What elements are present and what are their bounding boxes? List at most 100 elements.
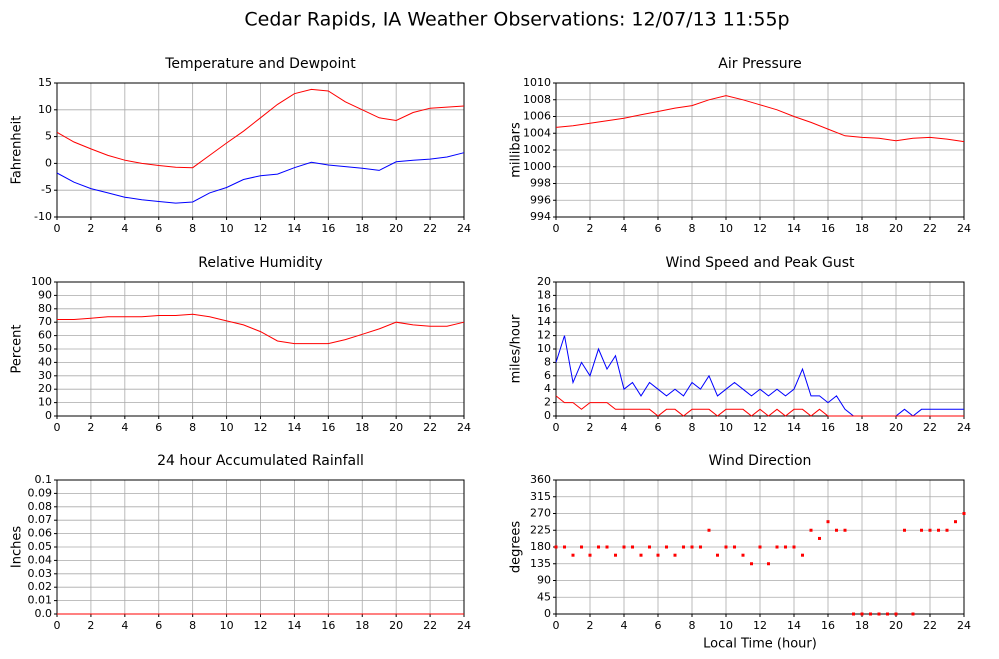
data-point: [631, 545, 634, 549]
y-tick-label: 20: [38, 382, 52, 395]
x-tick-label: 18: [855, 619, 869, 632]
y-tick-label: 5: [45, 130, 52, 143]
x-tick-label: 2: [87, 421, 94, 434]
data-point: [648, 545, 651, 549]
data-point: [724, 545, 728, 549]
x-tick-label: 22: [923, 421, 937, 434]
data-point: [928, 528, 932, 532]
y-tick-label: 8: [544, 355, 551, 368]
data-point: [707, 528, 711, 532]
x-tick-label: 24: [957, 619, 971, 632]
x-tick-label: 0: [54, 222, 61, 235]
x-tick-label: 2: [87, 222, 94, 235]
data-point: [962, 512, 966, 515]
y-tick-label: 0.1: [35, 473, 53, 486]
y-tick-label: 0.09: [28, 486, 53, 499]
x-tick-label: 8: [689, 222, 696, 235]
x-tick-label: 10: [220, 619, 234, 632]
x-tick-label: 6: [155, 222, 162, 235]
data-point: [843, 528, 847, 532]
chart-title: Wind Direction: [709, 453, 812, 469]
data-point: [945, 528, 949, 532]
y-tick-label: 50: [38, 342, 52, 355]
x-tick-label: 16: [821, 421, 835, 434]
x-tick-label: 10: [719, 222, 733, 235]
x-tick-label: 14: [287, 619, 301, 632]
data-point: [741, 553, 745, 557]
x-tick-label: 12: [254, 619, 268, 632]
y-axis-label: Fahrenheit: [10, 116, 25, 185]
y-tick-label: 12: [537, 329, 551, 342]
y-tick-label: 0.03: [28, 567, 53, 580]
y-tick-label: 0.07: [28, 513, 53, 526]
x-tick-label: 8: [189, 619, 196, 632]
x-tick-label: 2: [587, 619, 594, 632]
data-point: [920, 528, 923, 532]
plot-frame: [56, 281, 465, 417]
y-tick-label: 1002: [523, 143, 551, 156]
y-tick-label: 20: [537, 275, 551, 288]
y-tick-label: 360: [530, 473, 551, 486]
y-tick-label: -5: [41, 183, 52, 196]
y-axis-label: millibars: [509, 122, 524, 178]
y-tick-label: 45: [537, 590, 551, 603]
y-tick-label: 40: [38, 355, 52, 368]
y-tick-label: 0.02: [28, 580, 53, 593]
y-tick-label: -10: [34, 210, 52, 223]
y-tick-label: 0.08: [28, 500, 53, 513]
x-tick-label: 2: [87, 619, 94, 632]
y-axis-label: Inches: [10, 526, 25, 568]
x-tick-label: 8: [189, 421, 196, 434]
x-tick-label: 20: [889, 222, 903, 235]
y-tick-label: 6: [544, 369, 551, 382]
data-line: [555, 95, 965, 143]
x-tick-label: 22: [923, 619, 937, 632]
y-tick-label: 0: [544, 607, 551, 620]
x-tick-label: 4: [621, 421, 628, 434]
chart-title: Air Pressure: [718, 56, 801, 72]
y-tick-label: 1004: [523, 126, 551, 139]
y-tick-label: 225: [530, 523, 551, 536]
x-tick-label: 18: [355, 421, 369, 434]
y-tick-label: 994: [530, 210, 551, 223]
y-tick-label: 0: [45, 156, 52, 169]
data-line: [555, 395, 964, 417]
data-point: [554, 545, 558, 549]
x-tick-label: 12: [753, 619, 767, 632]
x-tick-label: 6: [155, 619, 162, 632]
x-tick-label: 10: [220, 421, 234, 434]
data-line: [57, 313, 465, 345]
data-point: [775, 545, 779, 549]
x-tick-label: 24: [457, 619, 471, 632]
x-tick-label: 2: [587, 222, 594, 235]
data-point: [605, 545, 609, 549]
data-point: [614, 553, 617, 557]
x-tick-label: 20: [389, 421, 403, 434]
data-point: [639, 553, 643, 557]
x-tick-label: 18: [355, 222, 369, 235]
x-tick-label: 18: [855, 421, 869, 434]
y-axis-label: miles/hour: [509, 314, 524, 383]
data-point: [690, 545, 694, 549]
x-tick-label: 0: [553, 619, 560, 632]
x-tick-label: 14: [787, 421, 801, 434]
chart-title: Relative Humidity: [198, 255, 322, 271]
data-point: [954, 520, 957, 524]
x-tick-label: 0: [54, 421, 61, 434]
x-tick-label: 14: [287, 421, 301, 434]
data-point: [622, 545, 626, 549]
y-tick-label: 0: [544, 409, 551, 422]
x-tick-label: 6: [155, 421, 162, 434]
x-tick-label: 16: [321, 421, 335, 434]
y-tick-label: 10: [38, 396, 52, 409]
data-point: [733, 545, 736, 549]
y-tick-label: 16: [537, 302, 551, 315]
chart-title: Wind Speed and Peak Gust: [666, 255, 855, 271]
y-tick-label: 15: [38, 76, 52, 89]
figure-title: Cedar Rapids, IA Weather Observations: 1…: [244, 9, 789, 31]
data-point: [801, 553, 804, 557]
data-point: [886, 612, 889, 616]
y-tick-label: 135: [530, 557, 551, 570]
x-tick-label: 22: [923, 222, 937, 235]
